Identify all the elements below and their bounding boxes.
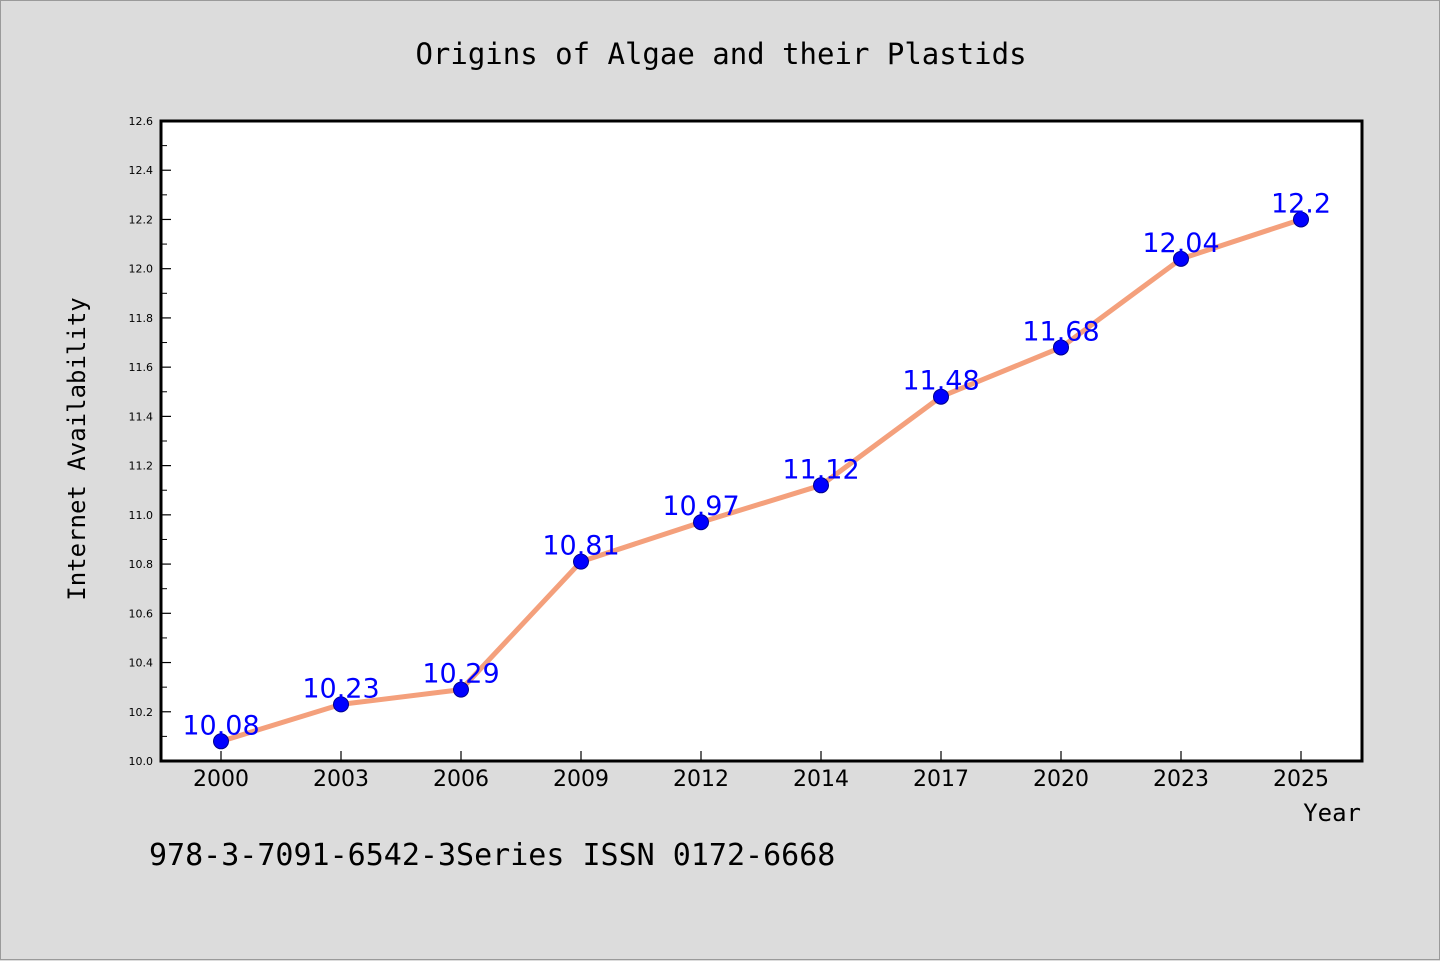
data-label: 10.08 <box>182 710 259 741</box>
data-point <box>573 553 589 570</box>
x-tick-label: 2014 <box>793 767 849 792</box>
data-label: 10.81 <box>542 531 619 562</box>
y-tick-label: 10.6 <box>129 607 154 620</box>
series-group: 10.08 10.23 10.29 10.81 10.97 11.12 11.48 11.68… <box>182 188 1331 750</box>
chart-title: Origins of Algae and their Plastids <box>415 37 1026 71</box>
data-label: 10.29 <box>422 659 499 690</box>
y-tick-label: 12.6 <box>129 115 154 128</box>
x-tick-label: 2020 <box>1033 767 1089 792</box>
x-tick-label: 2006 <box>433 767 489 792</box>
data-label: 10.23 <box>302 673 379 704</box>
x-tick-label: 2009 <box>553 767 609 792</box>
x-axis: 2000 2003 2006 2009 2012 2014 2017 2020 2023 2025 <box>193 751 1329 792</box>
data-point <box>693 514 709 531</box>
x-tick-label: 2017 <box>913 767 969 792</box>
x-tick-label: 2003 <box>313 767 369 792</box>
y-tick-label: 12.0 <box>129 263 154 276</box>
data-label: 11.12 <box>782 454 859 485</box>
y-tick-label: 10.0 <box>129 755 154 768</box>
y-axis-label: Internet Availability <box>63 297 91 600</box>
data-point <box>933 388 949 405</box>
y-tick-label: 11.8 <box>129 312 154 325</box>
data-label: 10.97 <box>662 491 739 522</box>
data-point <box>453 681 469 698</box>
data-point <box>1053 339 1069 356</box>
y-tick-label: 10.4 <box>129 657 154 670</box>
y-tick-label: 10.8 <box>129 558 154 571</box>
data-point <box>813 477 829 494</box>
data-point <box>1173 250 1189 267</box>
data-label: 12.04 <box>1142 228 1219 259</box>
y-tick-label: 10.2 <box>129 706 154 719</box>
x-tick-label: 2012 <box>673 767 729 792</box>
data-label: 11.48 <box>902 366 979 397</box>
x-axis-label: Year <box>1303 799 1361 827</box>
x-tick-label: 2023 <box>1153 767 1209 792</box>
y-tick-label: 12.4 <box>129 164 154 177</box>
y-tick-label: 11.2 <box>129 460 154 473</box>
x-tick-label: 2025 <box>1273 767 1329 792</box>
y-tick-label: 11.0 <box>129 509 154 522</box>
data-point <box>333 696 349 713</box>
y-tick-label: 11.4 <box>129 410 154 423</box>
footer-text: 978-3-7091-6542-3Series ISSN 0172-6668 <box>149 838 835 873</box>
data-label: 12.2 <box>1271 188 1331 219</box>
data-point <box>213 733 229 750</box>
data-label: 11.68 <box>1022 316 1099 347</box>
x-tick-label: 2000 <box>193 767 249 792</box>
data-point <box>1293 211 1309 228</box>
y-axis: 10.0 10.2 10.4 10.6 10.8 11.0 11.2 11.4 11.6 11.8… <box>129 115 171 768</box>
plot-area <box>159 119 1364 763</box>
y-tick-label: 12.2 <box>129 213 154 226</box>
y-tick-label: 11.6 <box>129 361 154 374</box>
series-line <box>218 216 1304 744</box>
